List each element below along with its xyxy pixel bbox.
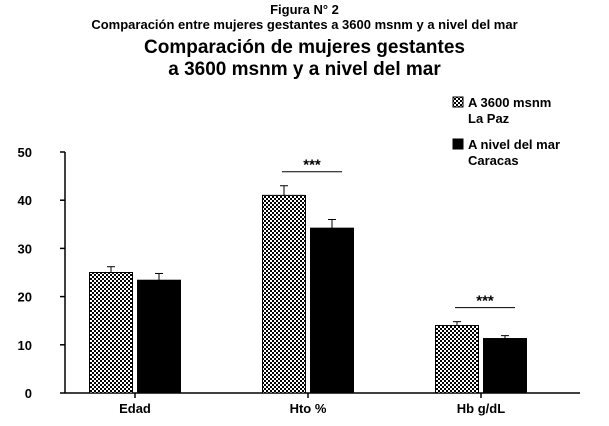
- x-tick-label: Hb g/dL: [457, 401, 505, 416]
- legend-label: A nivel del mar: [468, 137, 560, 152]
- chart-title: Comparación de mujeres gestantes a 3600 …: [0, 37, 609, 81]
- figure-header: Figura N° 2 Comparación entre mujeres ge…: [0, 2, 609, 32]
- significance-label: ***: [476, 293, 494, 310]
- bar: [310, 227, 354, 394]
- figure-number: Figura N° 2: [270, 2, 339, 17]
- bar: [262, 194, 306, 394]
- x-tick-label: Edad: [119, 401, 151, 416]
- y-tick-label: 40: [18, 193, 32, 208]
- legend-swatch: [452, 138, 464, 150]
- chart-title-line-2: a 3600 msnm y a nivel del mar: [168, 59, 441, 80]
- y-tick-label: 10: [18, 338, 32, 353]
- y-tick-label: 20: [18, 290, 32, 305]
- bar: [137, 279, 181, 394]
- y-tick-label: 0: [25, 386, 32, 401]
- plot-area: 0 10 20 30 40 50 Edad Hto % Hb g/dL *** *** A 3600 …: [18, 95, 580, 416]
- legend-swatch: [452, 96, 464, 108]
- significance-label: ***: [303, 157, 321, 174]
- bar: [89, 272, 133, 394]
- bar: [483, 338, 527, 394]
- legend-label: Caracas: [468, 153, 519, 168]
- bar: [435, 325, 479, 394]
- y-tick-label: 50: [18, 145, 32, 160]
- legend-label: La Paz: [468, 111, 510, 126]
- y-tick-label: 30: [18, 241, 32, 256]
- chart-title-line-1: Comparación de mujeres gestantes: [144, 37, 465, 58]
- legend-label: A 3600 msnm: [468, 95, 551, 110]
- figure-caption: Comparación entre mujeres gestantes a 36…: [91, 17, 518, 32]
- x-tick-label: Hto %: [290, 401, 327, 416]
